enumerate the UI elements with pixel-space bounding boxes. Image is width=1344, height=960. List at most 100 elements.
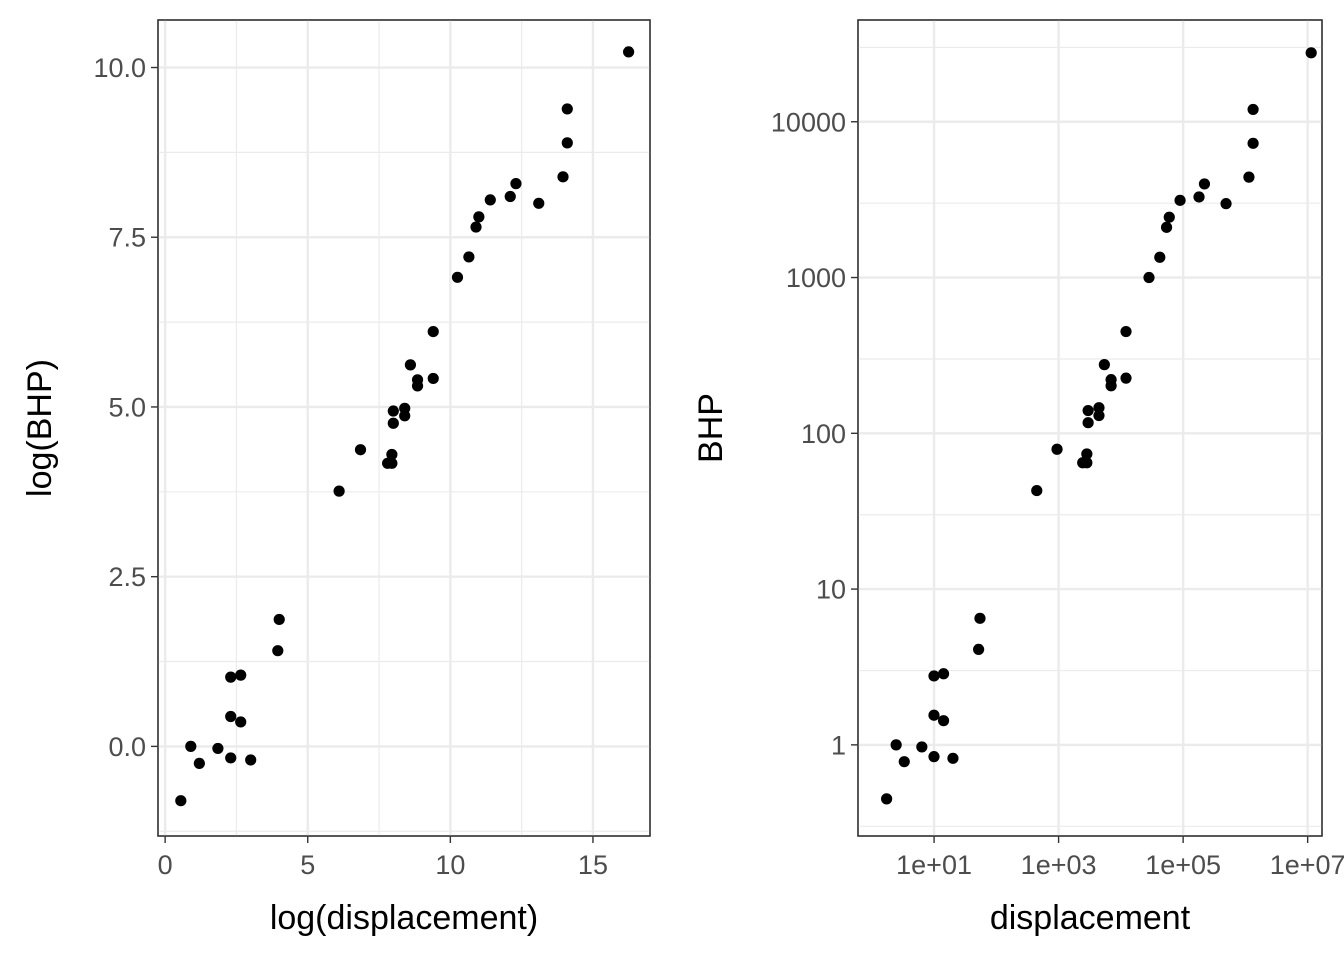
right-data-point <box>973 643 985 656</box>
left-x-axis-title: log(displacement) <box>270 899 538 937</box>
left-y-tick-label: 10.0 <box>93 53 146 83</box>
right-data-point <box>1031 484 1043 497</box>
right-data-point <box>1143 271 1155 284</box>
left-data-point <box>387 405 399 417</box>
left-x-tick-label: 0 <box>158 850 173 880</box>
left-y-tick-label: 7.5 <box>108 223 146 253</box>
right-data-point <box>937 715 950 727</box>
left-data-point <box>484 194 496 206</box>
right-points <box>881 47 1317 805</box>
left-data-point <box>386 448 398 461</box>
right-data-point <box>916 741 928 753</box>
left-data-point <box>235 716 247 728</box>
left-data-point <box>235 669 247 681</box>
right-x-ticks: 1e+01 1e+03 1e+05 1e+07 <box>896 836 1344 880</box>
left-data-point <box>404 359 417 371</box>
right-data-point <box>1305 47 1317 59</box>
right-data-point <box>881 793 893 805</box>
left-data-point <box>245 754 257 766</box>
left-data-point <box>427 372 439 385</box>
right-data-point <box>1198 178 1211 190</box>
right-y-axis-title: BHP <box>692 393 730 463</box>
right-y-tick-label: 10000 <box>771 107 846 137</box>
left-data-point <box>399 402 411 414</box>
right-data-point <box>1247 103 1259 116</box>
right-data-point <box>1082 417 1094 429</box>
right-data-point <box>898 756 910 768</box>
left-data-point <box>533 197 545 209</box>
right-data-point <box>1174 194 1186 206</box>
left-data-point <box>623 46 635 58</box>
right-data-point <box>1154 251 1166 263</box>
right-data-point <box>1120 325 1132 338</box>
left-data-point <box>561 137 573 149</box>
right-data-point <box>1093 409 1105 422</box>
right-x-tick-label: 1e+05 <box>1145 850 1221 880</box>
left-data-point <box>225 671 237 683</box>
left-x-tick-label: 10 <box>435 850 465 880</box>
left-data-point <box>510 178 522 190</box>
left-x-tick-label: 15 <box>578 850 608 880</box>
left-data-point <box>272 645 284 657</box>
right-data-point <box>937 668 950 680</box>
right-y-tick-label: 1 <box>831 730 846 760</box>
right-data-point <box>1247 137 1259 149</box>
right-data-point <box>1105 374 1117 386</box>
left-data-point <box>387 417 399 429</box>
left-y-tick-label: 5.0 <box>108 392 146 422</box>
right-data-point <box>1163 211 1175 223</box>
right-x-axis-title: displacement <box>990 899 1191 937</box>
left-panel-background <box>157 19 651 837</box>
left-data-point <box>273 613 285 626</box>
right-data-point <box>1081 448 1093 460</box>
left-data-point <box>386 457 398 469</box>
right-panel-border <box>857 19 1323 837</box>
right-data-point <box>928 751 940 763</box>
right-data-point <box>1193 191 1205 203</box>
left-data-point <box>411 374 424 386</box>
right-data-point <box>1120 372 1132 384</box>
left-data-point <box>473 211 485 223</box>
left-x-ticks: 0 5 10 15 <box>158 836 608 880</box>
left-data-point <box>193 757 205 769</box>
right-gridlines <box>858 20 1322 836</box>
left-y-axis-title: log(BHP) <box>21 359 59 497</box>
right-data-point <box>1220 198 1232 210</box>
right-x-tick-label: 1e+03 <box>1021 850 1097 880</box>
left-x-tick-label: 5 <box>300 850 315 880</box>
right-data-point <box>1160 221 1173 233</box>
right-data-point <box>974 612 986 624</box>
left-data-point <box>185 740 197 752</box>
right-data-point <box>928 709 940 721</box>
left-gridlines <box>158 20 650 836</box>
left-y-ticks: 0.0 2.5 5.0 7.5 10.0 <box>93 53 158 762</box>
right-scatter-panel: 1e+01 1e+03 1e+05 1e+07 1 10 100 1000 10000 dis… <box>692 19 1344 937</box>
right-y-tick-label: 100 <box>801 419 846 449</box>
right-data-point <box>1081 457 1093 469</box>
left-y-tick-label: 2.5 <box>108 562 146 592</box>
left-data-point <box>225 710 237 723</box>
left-scatter-panel: 0 5 10 15 0.0 2.5 5.0 7.5 10.0 log(displacement… <box>21 19 651 937</box>
left-y-tick-label: 0.0 <box>108 732 146 762</box>
right-y-ticks: 1 10 100 1000 10000 <box>771 107 858 760</box>
right-data-point <box>947 752 959 764</box>
right-data-point <box>1082 404 1094 417</box>
left-data-point <box>451 271 464 283</box>
right-y-tick-label: 1000 <box>786 263 846 293</box>
left-data-point <box>212 742 224 755</box>
left-points <box>175 46 635 807</box>
right-data-point <box>1093 402 1105 414</box>
left-data-point <box>354 444 367 456</box>
left-data-point <box>427 326 439 338</box>
right-x-tick-label: 1e+07 <box>1270 850 1344 880</box>
right-data-point <box>890 739 902 751</box>
right-data-point <box>1243 171 1255 183</box>
right-y-tick-label: 10 <box>816 575 846 605</box>
left-data-point <box>463 251 475 263</box>
right-data-point <box>1051 443 1063 455</box>
right-x-tick-label: 1e+01 <box>896 850 972 880</box>
right-data-point <box>1098 359 1110 371</box>
left-data-point <box>175 795 187 807</box>
left-data-point <box>561 103 573 115</box>
